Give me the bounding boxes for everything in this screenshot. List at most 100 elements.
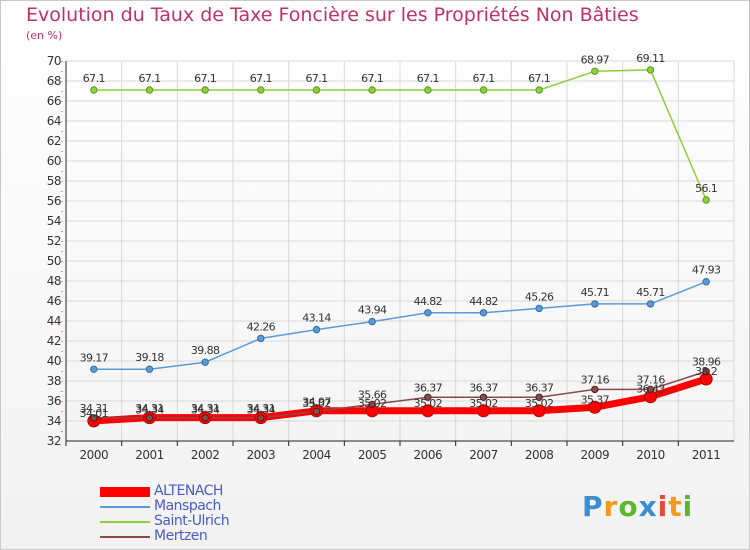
data-label: 34.97: [302, 395, 331, 408]
data-point: [591, 385, 599, 394]
data-label: 38.2: [695, 365, 717, 378]
data-point: [90, 86, 98, 94]
series-line-manspach: [93, 280, 707, 371]
data-point: [479, 86, 488, 94]
logo-letter: x: [638, 490, 658, 523]
data-point: [368, 400, 376, 409]
data-label: 44.82: [469, 295, 498, 308]
legend-swatch: [100, 487, 150, 497]
x-tick-label: 2010: [636, 448, 665, 462]
data-point: [479, 393, 488, 401]
data-point: [145, 86, 154, 94]
data-label: 34.31: [135, 402, 164, 415]
logo-letter: P: [582, 490, 604, 523]
legend-item: ALTENACH: [100, 484, 300, 499]
data-label: 36.37: [525, 381, 554, 394]
y-tick-label: 56: [47, 194, 61, 208]
data-point: [702, 367, 710, 376]
series-line-saint-ulrich: [93, 69, 707, 201]
data-point: [477, 404, 490, 418]
legend-label: Manspach: [154, 498, 221, 514]
x-tick-label: 2005: [358, 448, 387, 462]
data-label: 67.1: [528, 72, 550, 85]
y-tick-label: 52: [47, 234, 61, 248]
data-point: [479, 309, 488, 317]
y-tick-label: 68: [47, 74, 61, 88]
data-label: 35.02: [469, 397, 498, 410]
data-point: [257, 334, 265, 343]
x-tick-label: 2004: [302, 448, 331, 462]
x-tick-label: 2003: [247, 448, 276, 462]
data-point: [424, 86, 432, 94]
data-label: 34.34: [191, 404, 220, 417]
data-label: 36.37: [414, 381, 443, 394]
data-point: [646, 300, 655, 308]
data-label: 67.1: [250, 72, 272, 85]
data-label: 67.1: [305, 72, 327, 85]
data-point: [368, 317, 376, 326]
data-point: [257, 86, 265, 94]
data-label: 69.11: [636, 52, 665, 65]
data-label: 35.37: [581, 393, 610, 406]
data-point: [532, 404, 546, 418]
data-label: 37.16: [581, 373, 610, 386]
legend-swatch: [100, 536, 150, 538]
x-tick-label: 2007: [469, 448, 498, 462]
data-label: 56.1: [695, 182, 717, 195]
data-label: 35.02: [358, 397, 387, 410]
y-tick-label: 60: [47, 154, 61, 168]
data-label: 34.31: [247, 402, 276, 415]
data-label: 67.1: [194, 72, 216, 85]
y-tick-label: 62: [47, 134, 61, 148]
data-point: [702, 278, 710, 286]
y-tick-label: 38: [47, 374, 61, 388]
data-point: [312, 407, 321, 415]
data-label: 35.02: [414, 397, 443, 410]
data-point: [591, 300, 599, 308]
logo-letter: i: [682, 490, 694, 523]
data-label: 42.26: [247, 320, 276, 333]
data-label: 67.1: [417, 72, 439, 85]
legend-label: Mertzen: [154, 528, 208, 544]
data-point: [535, 393, 543, 401]
data-label: 39.18: [135, 351, 164, 364]
y-tick-label: 48: [47, 274, 61, 288]
data-point: [421, 404, 435, 418]
data-label: 37.16: [636, 373, 665, 386]
data-label: 35.02: [302, 397, 331, 410]
legend: ALTENACH Manspach Saint-Ulrich Mertzen: [100, 484, 300, 544]
legend-item: Manspach: [100, 499, 300, 514]
data-label: 45.71: [636, 286, 665, 299]
data-point: [145, 365, 154, 373]
data-point: [424, 309, 432, 317]
data-point: [535, 86, 543, 94]
logo-letter: o: [618, 490, 639, 523]
data-point: [702, 196, 710, 204]
x-tick-label: 2008: [525, 448, 554, 462]
x-tick-label: 2006: [414, 448, 443, 462]
data-label: 67.1: [361, 72, 383, 85]
data-label: 35.66: [358, 388, 387, 401]
data-point: [145, 414, 154, 422]
data-point: [312, 86, 321, 94]
data-label: 67.1: [138, 72, 160, 85]
y-tick-label: 46: [47, 294, 61, 308]
series-line-mertzen: [93, 370, 707, 419]
data-label: 34.34: [247, 404, 276, 417]
x-tick-label: 2011: [692, 448, 721, 462]
logo-letter: r: [603, 490, 619, 523]
logo-letter: t: [668, 490, 683, 523]
data-point: [201, 86, 209, 94]
legend-label: Saint-Ulrich: [154, 513, 230, 529]
data-point: [591, 67, 599, 76]
data-label: 45.26: [525, 290, 554, 303]
y-tick-label: 36: [47, 394, 61, 408]
data-point: [588, 400, 602, 414]
data-point: [90, 365, 98, 373]
legend-item: Mertzen: [100, 529, 300, 544]
data-label: 67.1: [472, 72, 494, 85]
chart-title: Evolution du Taux de Taxe Foncière sur l…: [26, 4, 639, 26]
data-label: 34.01: [80, 407, 109, 420]
data-point: [312, 325, 321, 334]
